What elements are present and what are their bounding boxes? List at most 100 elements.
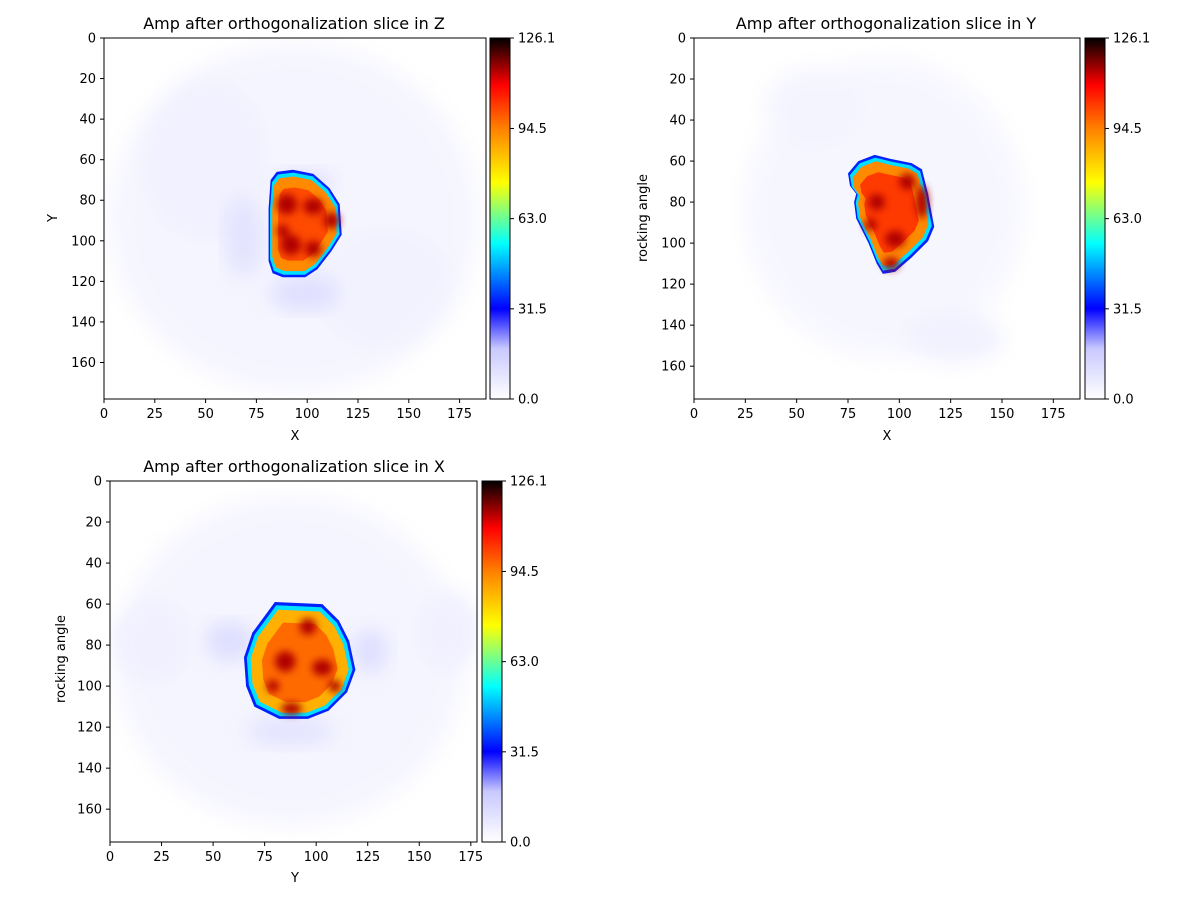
x-tick-label: 75 [840, 407, 857, 422]
x-tick-label: 0 [106, 850, 114, 865]
y-tick-label: 40 [79, 113, 96, 128]
intensity-hotspot [312, 659, 333, 676]
y-axis: 0 20 40 60 80 100 120 140 160 [77, 475, 110, 818]
y-tick-label: 40 [85, 557, 102, 572]
y-axis-label: rocking angle [636, 174, 651, 262]
y-tick-label: 60 [85, 598, 102, 613]
x-axis: 0 25 50 75 100 125 150 175 [100, 399, 472, 422]
y-tick-label: 60 [669, 155, 686, 170]
x-tick-label: 150 [407, 850, 432, 865]
intensity-hotspot [323, 212, 340, 229]
x-tick-label: 150 [990, 407, 1015, 422]
y-tick-label: 120 [71, 275, 96, 290]
x-tick-label: 100 [304, 850, 329, 865]
y-tick-label: 20 [85, 516, 102, 531]
colorbar-tick-label: 126.1 [510, 475, 547, 490]
intensity-hotspot [276, 194, 298, 215]
x-tick-label: 125 [355, 850, 380, 865]
colorbar-tick-label: 126.1 [1113, 32, 1150, 47]
y-axis-label: Y [46, 214, 61, 223]
object-amplitude [848, 154, 935, 274]
axes-frame [103, 37, 487, 400]
intensity-hotspot [303, 198, 324, 215]
colorbar-tick-label: 126.1 [518, 32, 555, 47]
chart-title: Amp after orthogonalization slice in X [143, 457, 445, 476]
y-tick-label: 0 [94, 475, 102, 490]
intensity-hotspot [868, 193, 885, 211]
x-axis-label: X [291, 429, 300, 444]
x-tick-label: 175 [447, 407, 472, 422]
heatmap-plot [694, 38, 1080, 399]
x-tick-label: 0 [100, 407, 108, 422]
x-tick-label: 25 [153, 850, 170, 865]
x-tick-label: 125 [346, 407, 371, 422]
x-tick-label: 25 [147, 407, 164, 422]
object-amplitude [268, 169, 342, 278]
colorbar-tick-label: 63.0 [1113, 212, 1142, 227]
colorbar-tick-label: 94.5 [518, 122, 547, 137]
x-axis-label: X [883, 429, 892, 444]
axes-frame [109, 480, 478, 843]
x-axis-label: Y [290, 871, 299, 886]
x-tick-label: 25 [737, 407, 754, 422]
chart-title: Amp after orthogonalization slice in Z [143, 14, 445, 33]
y-tick-label: 80 [79, 194, 96, 209]
y-tick-label: 120 [77, 721, 102, 736]
y-tick-label: 0 [678, 32, 686, 47]
intensity-hotspot [305, 240, 322, 258]
panel-slice-x: Amp after orthogonalization slice in X [54, 457, 547, 886]
colorbar-tick-label: 0.0 [518, 393, 539, 408]
y-tick-label: 80 [669, 196, 686, 211]
y-axis: 0 20 40 60 80 100 120 140 160 [661, 32, 694, 375]
colorbar-tick-label: 0.0 [1113, 393, 1134, 408]
intensity-hotspot [864, 218, 877, 231]
x-tick-label: 125 [938, 407, 963, 422]
colorbar-tick-label: 94.5 [1113, 122, 1142, 137]
x-tick-label: 50 [205, 850, 222, 865]
colorbar: 0.0 31.5 63.0 94.5 126.1 [481, 475, 547, 851]
heatmap-plot [104, 38, 486, 399]
x-tick-label: 175 [458, 850, 483, 865]
x-tick-label: 50 [197, 407, 214, 422]
x-tick-label: 100 [295, 407, 320, 422]
colorbar-tick-label: 31.5 [510, 745, 539, 760]
x-tick-label: 100 [887, 407, 912, 422]
intensity-hotspot [266, 679, 280, 693]
y-tick-label: 60 [79, 153, 96, 168]
intensity-hotspot [274, 651, 296, 672]
y-tick-label: 160 [71, 356, 96, 371]
panel-slice-z: Amp after orthogonalization slice in Z [46, 14, 555, 444]
y-tick-label: 140 [71, 315, 96, 330]
colorbar-tick-label: 63.0 [518, 212, 547, 227]
x-tick-label: 175 [1041, 407, 1066, 422]
x-tick-label: 150 [396, 407, 421, 422]
y-tick-label: 80 [85, 639, 102, 654]
y-tick-label: 20 [79, 72, 96, 87]
intensity-hotspot [915, 185, 929, 219]
intensity-hotspot [276, 224, 289, 237]
intensity-hotspot [884, 230, 906, 248]
object-amplitude [244, 602, 356, 719]
x-axis: 0 25 50 75 100 125 150 175 [106, 842, 483, 865]
y-tick-label: 160 [77, 803, 102, 818]
intensity-hotspot [882, 257, 900, 270]
heatmap-plot [110, 481, 477, 842]
axes-frame [693, 37, 1081, 400]
intensity-hotspot [280, 234, 302, 256]
colorbar-tick-label: 31.5 [518, 302, 547, 317]
x-axis: 0 25 50 75 100 125 150 175 [690, 399, 1066, 422]
y-axis-label: rocking angle [54, 615, 69, 703]
colorbar-tick-label: 0.0 [510, 836, 531, 851]
colorbar-tick-label: 63.0 [510, 655, 539, 670]
x-tick-label: 0 [690, 407, 698, 422]
x-tick-label: 75 [256, 850, 273, 865]
y-tick-label: 140 [661, 319, 686, 334]
x-tick-label: 75 [248, 407, 265, 422]
y-tick-label: 120 [661, 278, 686, 293]
colorbar: 0.0 31.5 63.0 94.5 126.1 [489, 32, 555, 408]
colorbar-tick-label: 94.5 [510, 565, 539, 580]
y-axis: 0 20 40 60 80 100 120 140 160 [71, 32, 104, 371]
y-tick-label: 140 [77, 762, 102, 777]
y-tick-label: 40 [669, 114, 686, 129]
